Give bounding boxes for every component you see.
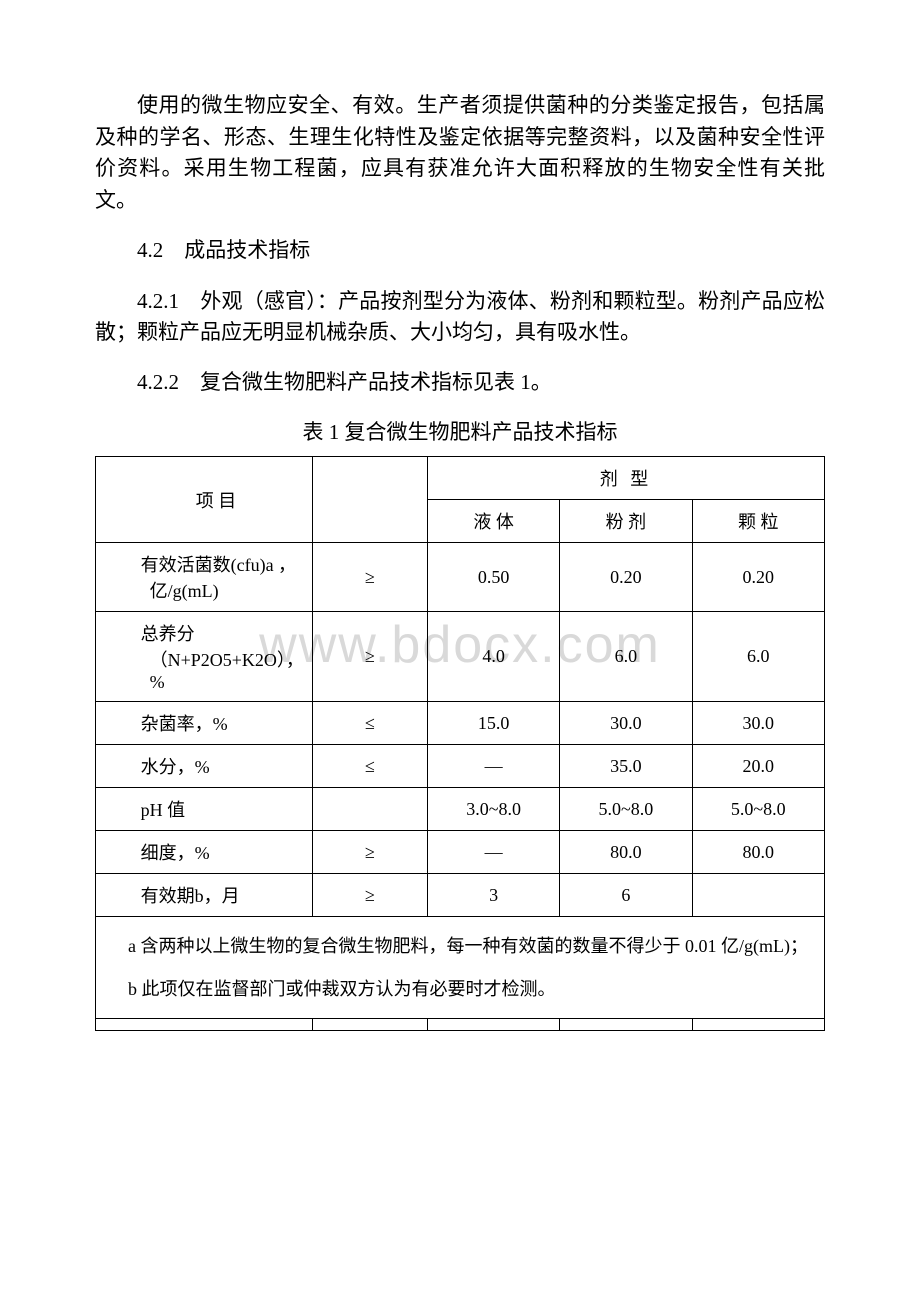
cell-liquid: 15.0 — [427, 702, 559, 745]
empty-cell — [427, 1019, 559, 1031]
table-row: 水分，% ≤ — 35.0 20.0 — [96, 745, 825, 788]
cell-item: 有效活菌数(cfu)a ，亿/g(mL) — [96, 543, 313, 612]
cell-liquid: — — [427, 745, 559, 788]
cell-powder: 6 — [560, 874, 692, 917]
empty-cell — [692, 1019, 824, 1031]
header-granule: 颗 粒 — [692, 500, 824, 543]
cell-op: ≥ — [312, 831, 427, 874]
table-row: 有效活菌数(cfu)a ，亿/g(mL) ≥ 0.50 0.20 0.20 — [96, 543, 825, 612]
empty-cell — [312, 1019, 427, 1031]
footnote-cell: a 含两种以上微生物的复合微生物肥料，每一种有效菌的数量不得少于 0.01 亿/… — [96, 917, 825, 1019]
cell-powder: 5.0~8.0 — [560, 788, 692, 831]
cell-powder: 0.20 — [560, 543, 692, 612]
cell-granule: 6.0 — [692, 612, 824, 702]
paragraph-4-2-1: 4.2.1 外观（感官）：产品按剂型分为液体、粉剂和颗粒型。粉剂产品应松散；颗粒… — [95, 286, 825, 349]
empty-cell — [96, 1019, 313, 1031]
cell-op: ≥ — [312, 543, 427, 612]
cell-op: ≥ — [312, 612, 427, 702]
table-row: 杂菌率，% ≤ 15.0 30.0 30.0 — [96, 702, 825, 745]
table-row: pH 值 3.0~8.0 5.0~8.0 5.0~8.0 — [96, 788, 825, 831]
cell-liquid: 4.0 — [427, 612, 559, 702]
header-type: 剂 型 — [427, 457, 824, 500]
cell-liquid: — — [427, 831, 559, 874]
spec-table: 项 目 剂 型 液 体 粉 剂 颗 粒 有效活菌数(cfu)a ，亿/g(mL)… — [95, 456, 825, 1031]
cell-item: pH 值 — [96, 788, 313, 831]
cell-granule: 30.0 — [692, 702, 824, 745]
table-row: 细度，% ≥ — 80.0 80.0 — [96, 831, 825, 874]
cell-powder: 35.0 — [560, 745, 692, 788]
footnote-a: a 含两种以上微生物的复合微生物肥料，每一种有效菌的数量不得少于 0.01 亿/… — [128, 931, 812, 962]
cell-op: ≤ — [312, 745, 427, 788]
cell-powder: 6.0 — [560, 612, 692, 702]
table-empty-row — [96, 1019, 825, 1031]
header-item: 项 目 — [96, 457, 313, 543]
cell-granule: 5.0~8.0 — [692, 788, 824, 831]
cell-liquid: 3.0~8.0 — [427, 788, 559, 831]
cell-item: 总养分（N+P2O5+K2O），% — [96, 612, 313, 702]
cell-op: ≤ — [312, 702, 427, 745]
cell-op: ≥ — [312, 874, 427, 917]
cell-granule: 80.0 — [692, 831, 824, 874]
header-powder: 粉 剂 — [560, 500, 692, 543]
cell-item: 细度，% — [96, 831, 313, 874]
cell-liquid: 3 — [427, 874, 559, 917]
cell-item: 杂菌率，% — [96, 702, 313, 745]
cell-granule — [692, 874, 824, 917]
table-row: 有效期b，月 ≥ 3 6 — [96, 874, 825, 917]
cell-granule: 20.0 — [692, 745, 824, 788]
heading-4-2: 4.2 成品技术指标 — [95, 234, 825, 268]
paragraph-4-2-2: 4.2.2 复合微生物肥料产品技术指标见表 1。 — [95, 367, 825, 399]
table-row: 总养分（N+P2O5+K2O），% ≥ 4.0 6.0 6.0 — [96, 612, 825, 702]
cell-op — [312, 788, 427, 831]
paragraph-intro: 使用的微生物应安全、有效。生产者须提供菌种的分类鉴定报告，包括属及种的学名、形态… — [95, 90, 825, 216]
cell-granule: 0.20 — [692, 543, 824, 612]
table-footnote-row: a 含两种以上微生物的复合微生物肥料，每一种有效菌的数量不得少于 0.01 亿/… — [96, 917, 825, 1019]
cell-powder: 80.0 — [560, 831, 692, 874]
table-title: 表 1 复合微生物肥料产品技术指标 — [95, 416, 825, 446]
cell-liquid: 0.50 — [427, 543, 559, 612]
header-liquid: 液 体 — [427, 500, 559, 543]
cell-item: 有效期b，月 — [96, 874, 313, 917]
cell-item: 水分，% — [96, 745, 313, 788]
cell-powder: 30.0 — [560, 702, 692, 745]
table-header-row-1: 项 目 剂 型 — [96, 457, 825, 500]
header-op-blank — [312, 457, 427, 543]
empty-cell — [560, 1019, 692, 1031]
footnote-b: b 此项仅在监督部门或仲裁双方认为有必要时才检测。 — [128, 974, 812, 1005]
